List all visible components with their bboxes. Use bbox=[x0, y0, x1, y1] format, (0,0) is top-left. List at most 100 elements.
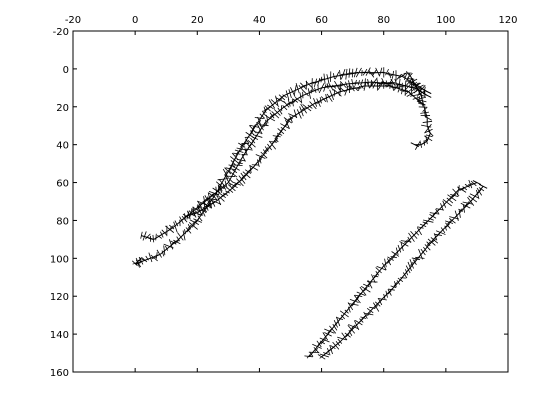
series-0-mark-9-5 bbox=[275, 95, 279, 106]
series-2-cross-mark-6-5 bbox=[301, 107, 306, 111]
series-2-cross-mark-1-2 bbox=[200, 208, 205, 212]
series-4-cross-mark-4-2 bbox=[387, 259, 391, 264]
series-5-mark-7-5 bbox=[463, 204, 465, 213]
series-4-mark-2-0 bbox=[344, 309, 349, 314]
series-0-cross-mark-3-6 bbox=[191, 224, 196, 228]
y-tick-label-8: 140 bbox=[50, 330, 69, 341]
series-2-cross-mark-2-3 bbox=[220, 193, 225, 198]
series-0-mark-5-6 bbox=[224, 173, 229, 182]
series-1-mark-6-0 bbox=[236, 158, 246, 162]
series-2-cross-mark-10-4 bbox=[399, 89, 405, 92]
series-4-mark-6-4 bbox=[427, 217, 434, 221]
series-0-mark-10-5 bbox=[295, 83, 300, 94]
series-1-cross-mark-4-1 bbox=[209, 193, 214, 197]
series-1-cross-mark-8-3 bbox=[269, 113, 275, 118]
series-1-mark-0-1 bbox=[142, 231, 147, 241]
series-4-mark-5-6 bbox=[414, 231, 420, 236]
series-2-cross-mark-5-2 bbox=[274, 137, 279, 143]
series-2-mark-5-6 bbox=[280, 127, 287, 131]
series-1-mark-4-5 bbox=[219, 183, 223, 192]
series-2-mark-0-1 bbox=[186, 211, 190, 220]
series-2-mark-6-2 bbox=[293, 109, 298, 119]
series-2-cross-mark-0-3 bbox=[191, 211, 197, 214]
series-0-cross-mark-6-1 bbox=[229, 166, 233, 172]
series-3-mark-2-2 bbox=[419, 99, 427, 103]
series-1-mark-8-6 bbox=[277, 107, 283, 115]
series-4-mark-3-4 bbox=[371, 274, 376, 283]
series-0-mark-11-6 bbox=[326, 74, 330, 84]
series-5-mark-0-6 bbox=[332, 341, 340, 350]
series-3-mark-1-3 bbox=[417, 88, 422, 97]
series-0-cross-mark-7-2 bbox=[243, 141, 247, 146]
series-3-mark-8-0 bbox=[419, 141, 423, 148]
series-5-mark-3-4 bbox=[385, 290, 388, 298]
series-2-cross-mark-4-1 bbox=[253, 162, 258, 167]
series-1-cross-mark-10-4 bbox=[312, 88, 318, 92]
series-0-mark-10-0 bbox=[282, 94, 287, 98]
series-5-mark-5-5 bbox=[423, 246, 428, 253]
series-1-cross-mark-9-4 bbox=[292, 98, 298, 103]
series-4-end-cap bbox=[472, 180, 482, 186]
series-0-cross-mark-14-2 bbox=[387, 74, 393, 76]
series-1-mark-7-3 bbox=[254, 131, 263, 134]
y-tick-label-0: -20 bbox=[53, 27, 69, 38]
series-4-mark-0-1 bbox=[309, 352, 314, 357]
series-0-cross-mark-7-0 bbox=[240, 146, 244, 152]
series-5-mark-1-4 bbox=[348, 330, 353, 336]
series-4-mark-5-7 bbox=[416, 227, 422, 236]
series-2-mark-8-5 bbox=[353, 86, 359, 92]
y-tick-label-1: 0 bbox=[63, 65, 69, 76]
series-1-mark-5-1 bbox=[228, 177, 233, 183]
series-2-cross-mark-1-1 bbox=[197, 209, 202, 213]
series-0-cross-mark-12-7 bbox=[353, 71, 359, 74]
series-2-mark-0-0 bbox=[184, 213, 186, 221]
series-5-cross-mark-0-0 bbox=[319, 355, 324, 359]
series-2-cross-mark-3-4 bbox=[241, 174, 246, 179]
series-3-cross-mark-0-0 bbox=[406, 70, 410, 76]
series-1-mark-5-3 bbox=[228, 170, 238, 178]
series-0-cross-mark-3-4 bbox=[186, 228, 191, 233]
series-1-cross-mark-11-2 bbox=[325, 85, 331, 87]
series-5-cross-mark-6-6 bbox=[445, 223, 450, 228]
series-0-mark-10-6 bbox=[298, 85, 303, 91]
series-4-mark-1-6 bbox=[336, 316, 344, 321]
series-3-cross-mark-6-2 bbox=[426, 135, 430, 141]
series-1-mark-12-6 bbox=[364, 78, 366, 87]
series-5-mark-2-5 bbox=[366, 308, 374, 314]
series-5-mark-5-6 bbox=[424, 244, 431, 251]
series-5-cross-mark-5-8 bbox=[429, 240, 434, 245]
x-tick-label-6: 100 bbox=[436, 15, 455, 26]
series-4-mark-3-1 bbox=[363, 283, 370, 288]
series-0-mark-2-0 bbox=[156, 249, 162, 258]
ticks-layer bbox=[72, 30, 509, 373]
series-2-mark-6-1 bbox=[288, 113, 298, 118]
series-2-cross-mark-4-3 bbox=[258, 158, 262, 163]
series-0-mark-5-5 bbox=[217, 178, 229, 181]
series-5-mark-0-7 bbox=[335, 341, 340, 347]
series-2-cross-mark-3-1 bbox=[234, 181, 239, 186]
series-5-mark-6-5 bbox=[444, 225, 447, 231]
series-0-mark-2-2 bbox=[163, 245, 166, 256]
series-3-mark-2-1 bbox=[419, 96, 427, 100]
series-5-cross-mark-8-4 bbox=[477, 189, 482, 194]
series-2-cross-mark-10-5 bbox=[402, 90, 408, 93]
series-5-mark-4-4 bbox=[402, 272, 408, 279]
series-0-cross-mark-11-2 bbox=[313, 81, 318, 84]
series-1-cross-mark-7-4 bbox=[258, 127, 262, 133]
series-1-mark-9-6 bbox=[299, 92, 303, 104]
series-3-cross-mark-1-1 bbox=[415, 84, 419, 89]
series-2-cross-mark-5-9 bbox=[286, 118, 290, 123]
x-tick-label-0: -20 bbox=[65, 15, 81, 26]
series-0-mark-7-3 bbox=[245, 138, 250, 144]
series-1-mark-6-4 bbox=[244, 148, 253, 151]
series-1-mark-1-2 bbox=[157, 234, 162, 239]
series-1-cross-mark-6-5 bbox=[247, 143, 251, 149]
series-2-mark-7-3 bbox=[320, 96, 327, 102]
series-4-path-segment-3 bbox=[364, 265, 385, 289]
series-1-mark-1-6 bbox=[165, 225, 175, 233]
series-0-mark-12-0 bbox=[333, 73, 335, 80]
series-3-cross-mark-7-0 bbox=[424, 138, 429, 142]
series-4-cross-mark-0-5 bbox=[317, 341, 321, 346]
series-1-path-segment-1 bbox=[153, 227, 173, 240]
